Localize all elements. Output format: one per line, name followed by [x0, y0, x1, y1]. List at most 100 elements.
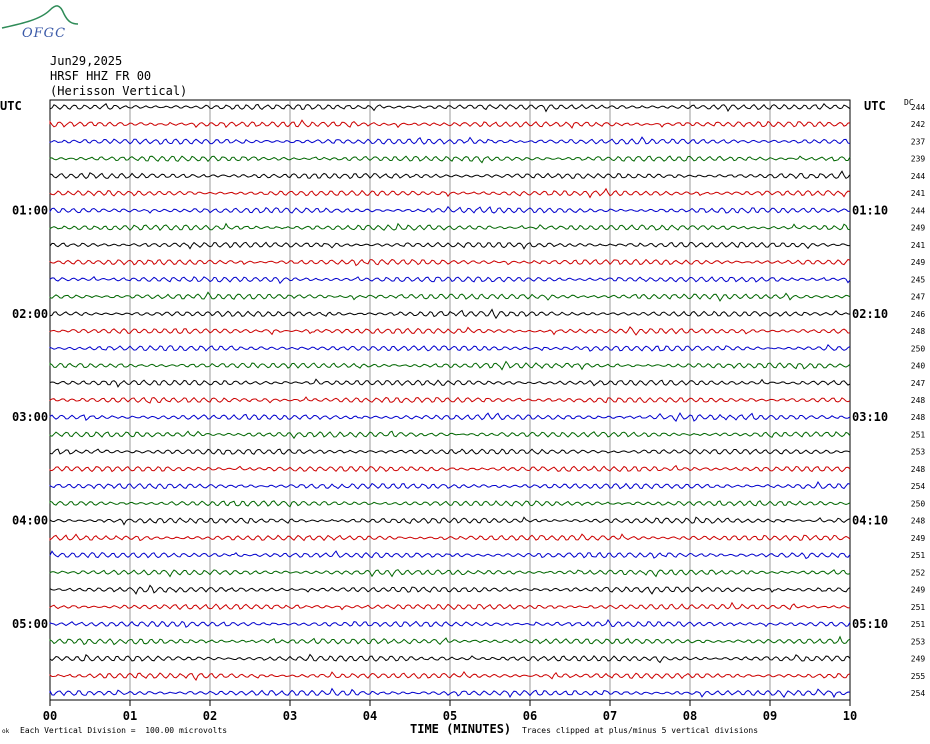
dc-offset-label: 248 — [911, 465, 926, 474]
seismic-trace — [49, 481, 851, 490]
station-label: HRSF HHZ FR 00 — [50, 69, 152, 83]
division-note: Each Vertical Division = 100.00 microvol… — [20, 726, 228, 735]
seismic-trace — [49, 601, 851, 611]
dc-offset-label: 249 — [911, 258, 926, 267]
seismic-trace — [49, 670, 851, 681]
seismic-trace — [49, 119, 851, 129]
seismic-trace — [49, 308, 851, 320]
dc-offset-label: 241 — [911, 189, 926, 198]
left-time-label: 01:00 — [12, 203, 48, 217]
dc-offset-label: 254 — [911, 689, 926, 698]
x-tick-label: 04 — [363, 709, 377, 723]
x-tick-label: 09 — [763, 709, 777, 723]
seismic-trace — [49, 170, 851, 180]
seismic-trace — [49, 687, 851, 699]
seismic-trace — [49, 258, 851, 267]
logo-text: OFGC — [22, 26, 67, 41]
seismic-trace — [49, 550, 851, 560]
seismic-trace — [49, 430, 851, 440]
corner-mark: ok — [2, 728, 10, 735]
dc-offset-label: 242 — [911, 120, 926, 129]
dc-offset-label: 254 — [911, 482, 926, 491]
dc-header-label: DC — [904, 98, 914, 107]
seismic-trace — [49, 276, 851, 285]
x-tick-label: 03 — [283, 709, 297, 723]
dc-offset-label: 251 — [911, 551, 926, 560]
seismic-trace — [49, 378, 851, 388]
seismic-trace — [49, 360, 851, 371]
right-time-label: 05:10 — [852, 617, 888, 631]
x-tick-label: 08 — [683, 709, 697, 723]
right-time-label: 03:10 — [852, 410, 888, 424]
dc-offset-label: 251 — [911, 430, 926, 439]
seismic-trace — [49, 187, 851, 199]
logo-mountain-icon — [1, 5, 79, 29]
left-utc-label: UTC — [0, 99, 22, 113]
dc-offset-label: 251 — [911, 620, 926, 629]
dc-offset-label: 245 — [911, 275, 926, 284]
seismic-trace — [49, 619, 851, 628]
dc-offset-label: 249 — [911, 224, 926, 233]
right-time-label: 02:10 — [852, 307, 888, 321]
dc-offset-label: 252 — [911, 568, 926, 577]
left-time-label: 05:00 — [12, 617, 48, 631]
right-time-label: 01:10 — [852, 203, 888, 217]
dc-offset-label: 237 — [911, 137, 926, 146]
dc-offset-label: 250 — [911, 499, 926, 508]
seismic-trace — [49, 533, 851, 542]
dc-offset-label: 247 — [911, 379, 926, 388]
x-axis-label: TIME (MINUTES) — [410, 722, 512, 736]
dc-offset-label: 248 — [911, 396, 926, 405]
seismic-trace — [49, 205, 851, 214]
dc-offset-label: 255 — [911, 672, 926, 681]
dc-offset-label: 248 — [911, 517, 926, 526]
seismic-trace — [49, 653, 851, 664]
seismic-trace — [49, 241, 850, 250]
x-tick-label: 01 — [123, 709, 137, 723]
left-time-label: 02:00 — [12, 307, 48, 321]
dc-offset-label: 244 — [911, 103, 926, 112]
date-label: Jun29,2025 — [50, 54, 123, 68]
seismic-trace — [49, 102, 851, 113]
x-tick-label: 10 — [843, 709, 857, 723]
dc-offset-label: 240 — [911, 362, 926, 371]
seismic-trace — [49, 569, 851, 578]
clip-note: Traces clipped at plus/minus 5 vertical … — [522, 726, 759, 735]
dc-offset-label: 244 — [911, 206, 926, 215]
dc-offset-label: 249 — [911, 586, 926, 595]
seismic-trace — [49, 448, 851, 455]
dc-offset-label: 248 — [911, 327, 926, 336]
left-time-label: 03:00 — [12, 410, 48, 424]
seismic-trace — [49, 464, 851, 473]
dc-offset-label: 251 — [911, 603, 926, 612]
x-tick-label: 00 — [43, 709, 57, 723]
dc-offset-label: 247 — [911, 293, 926, 302]
dc-offset-label: 249 — [911, 534, 926, 543]
left-time-label: 04:00 — [12, 514, 48, 528]
right-utc-label: UTC — [864, 99, 886, 113]
seismic-trace — [49, 500, 851, 508]
dc-offset-label: 241 — [911, 241, 926, 250]
x-tick-label: 02 — [203, 709, 217, 723]
dc-offset-label: 246 — [911, 310, 926, 319]
seismic-trace — [49, 155, 851, 164]
dc-offset-label: 250 — [911, 344, 926, 353]
seismic-trace — [49, 635, 851, 646]
seismic-trace — [49, 412, 851, 422]
seismic-trace — [49, 396, 851, 404]
x-tick-label: 07 — [603, 709, 617, 723]
dc-offset-label: 248 — [911, 413, 926, 422]
right-time-label: 04:10 — [852, 514, 888, 528]
seismic-trace — [49, 326, 851, 336]
dc-offset-label: 253 — [911, 448, 926, 457]
dc-offset-label: 244 — [911, 172, 926, 181]
seismic-trace — [49, 291, 851, 302]
seismic-trace — [49, 516, 851, 526]
x-tick-label: 05 — [443, 709, 457, 723]
dc-offset-label: 253 — [911, 637, 926, 646]
seismic-trace — [49, 136, 851, 145]
dc-offset-label: 239 — [911, 155, 926, 164]
seismic-trace — [49, 584, 851, 595]
